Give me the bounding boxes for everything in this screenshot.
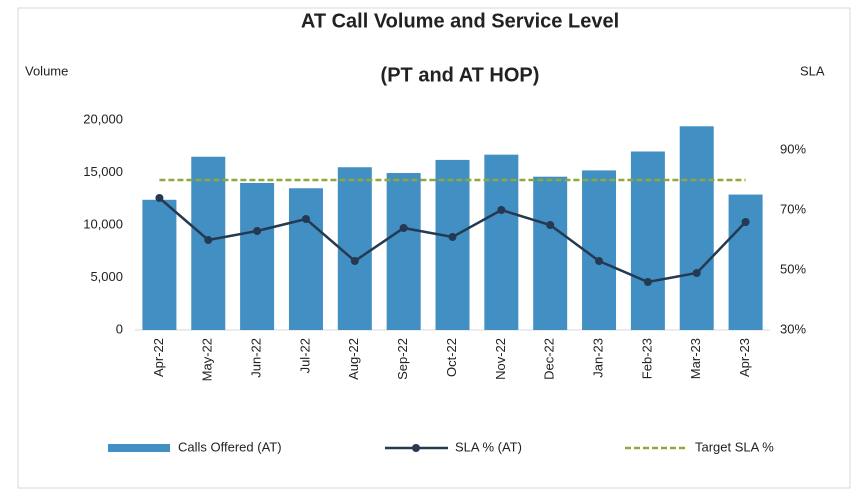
chart-border [17,7,851,489]
bar [288,188,323,330]
legend-label: Calls Offered (AT) [178,439,282,454]
x-tick-label: Oct-22 [444,338,459,377]
y2-tick-label: 70% [780,201,806,216]
x-tick-label: Dec-22 [542,338,557,380]
x-tick-label: Nov-22 [493,338,508,380]
point [448,233,457,241]
point [497,206,506,214]
x-tick-label: Sep-22 [395,338,410,380]
legend-label: Target SLA % [695,439,774,454]
bar [337,167,372,330]
x-tick-label: Mar-23 [688,338,703,379]
bar [435,159,470,330]
chart-subtitle: (PT and AT HOP) [381,64,540,86]
point [643,278,652,286]
y-tick-label: 10,000 [83,216,123,231]
bar [728,194,763,330]
x-tick-label: Apr-23 [737,338,752,377]
bar [484,154,519,330]
bar [240,183,275,330]
point [741,218,750,226]
point [155,194,164,202]
point [350,257,359,265]
point [301,215,310,223]
point [399,224,408,232]
point [692,269,701,277]
bar [679,126,714,330]
x-tick-label: May-22 [200,338,215,381]
y2-axis-label: SLA [800,63,825,78]
y-tick-label: 20,000 [83,111,123,126]
x-tick-label: Jun-22 [249,338,264,378]
legend-label: SLA % (AT) [455,439,522,454]
y-tick-label: 5,000 [90,269,123,284]
point [595,257,604,265]
bar [533,176,568,330]
x-tick-label: Aug-22 [346,338,361,380]
point [204,236,213,244]
bar [630,151,665,330]
y2-tick-label: 50% [780,261,806,276]
x-tick-label: Jul-22 [297,338,312,373]
y-tick-label: 15,000 [83,164,123,179]
bar [582,170,617,330]
x-tick-label: Apr-22 [151,338,166,377]
y2-tick-label: 30% [780,321,806,336]
point [253,227,262,235]
legend-swatch [108,444,170,452]
bar [142,199,177,330]
legend-marker [412,444,420,452]
bar [386,173,421,330]
y-axis-label: Volume [25,63,68,78]
x-tick-label: Jan-23 [590,338,605,378]
y2-tick-label: 90% [780,141,806,156]
y-tick-label: 0 [116,321,123,336]
chart-title: AT Call Volume and Service Level [301,10,619,32]
x-tick-label: Feb-23 [639,338,654,379]
point [546,221,555,229]
